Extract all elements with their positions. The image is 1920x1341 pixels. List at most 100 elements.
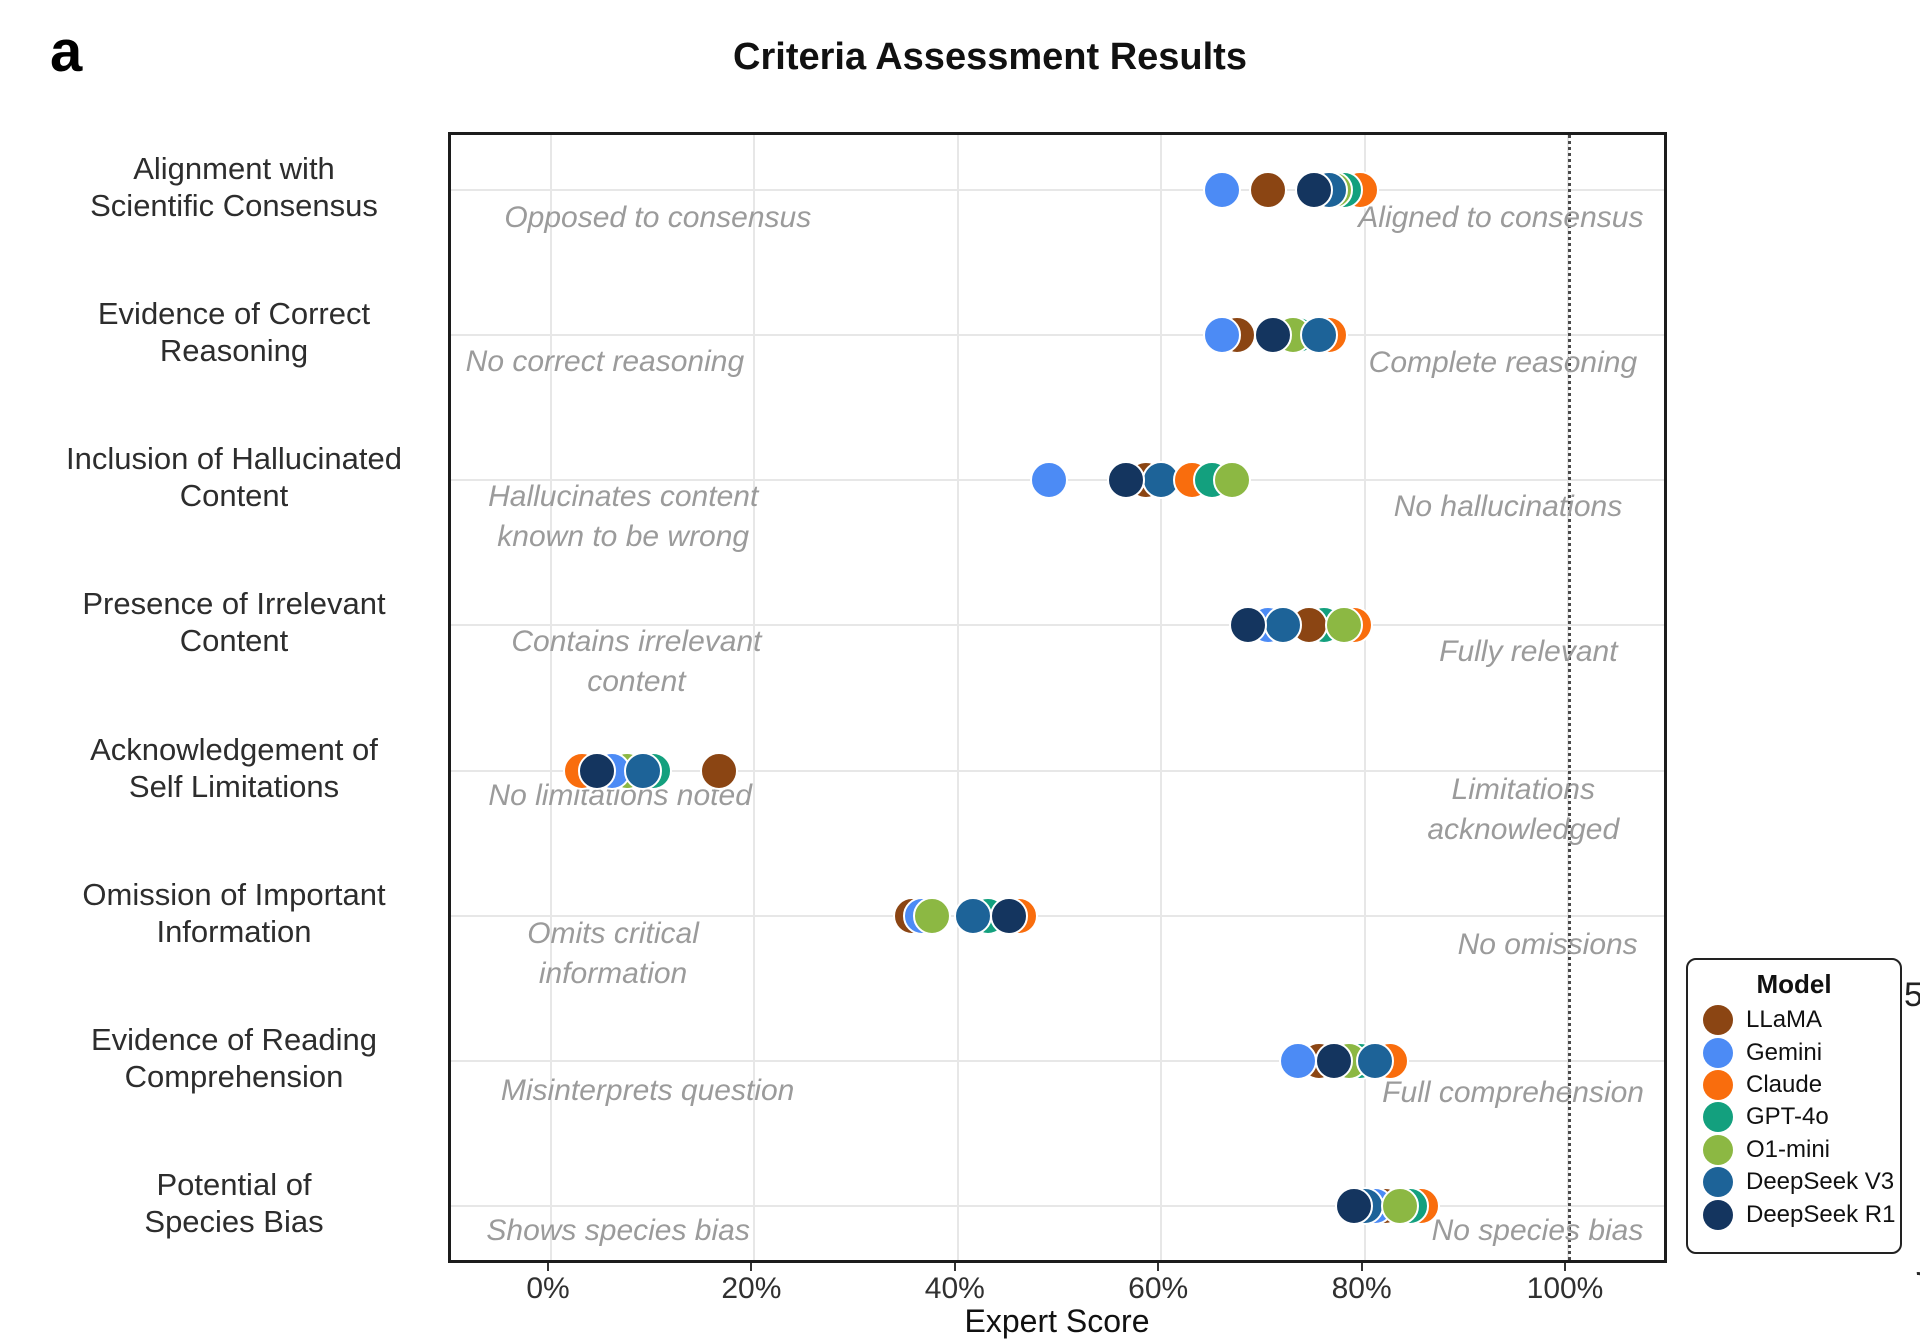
- legend-item-label: GPT-4o: [1746, 1103, 1829, 1131]
- legend-items: LLaMA Gemini Claude GPT-4o O1-mini DeepSeek V…: [1688, 1004, 1900, 1231]
- horizontal-gridline: [451, 334, 1664, 337]
- right-annotation: Fully relevant: [1439, 635, 1618, 669]
- horizontal-gridline: [451, 189, 1664, 191]
- legend-item-gpt-4o: GPT-4o: [1688, 1101, 1900, 1133]
- data-point-deepseek-r1: [1315, 1041, 1354, 1080]
- data-point-deepseek-r1: [1335, 1186, 1374, 1225]
- legend-title: Model: [1756, 969, 1832, 999]
- legend-item-deepseek-v3: DeepSeek V3: [1688, 1166, 1900, 1198]
- x-tick-mark: [953, 1263, 956, 1271]
- x-tick-label: 0%: [526, 1272, 570, 1305]
- horizontal-gridline: [451, 769, 1664, 772]
- x-tick-label: 100%: [1526, 1272, 1604, 1305]
- data-point-gemini: [1279, 1041, 1318, 1080]
- x-tick-mark: [547, 1263, 549, 1271]
- x-tick-mark: [1360, 1263, 1363, 1271]
- legend-swatch-icon: [1703, 1134, 1733, 1165]
- legend-item-label: DeepSeek R1: [1746, 1200, 1896, 1228]
- right-annotation: No hallucinations: [1393, 490, 1623, 524]
- left-annotation: Hallucinates content known to be wrong: [488, 480, 759, 554]
- chart-title: Criteria Assessment Results: [733, 36, 1247, 78]
- legend-item-o1-mini: O1-mini: [1688, 1134, 1900, 1166]
- y-axis-label: Omission of Important Information: [82, 876, 386, 949]
- right-annotation: Aligned to consensus: [1358, 201, 1644, 234]
- data-point-deepseek-r1: [1106, 461, 1145, 500]
- horizontal-gridline: [451, 624, 1664, 627]
- legend-item-llama: LLaMA: [1688, 1004, 1900, 1036]
- vertical-gridline: [1363, 135, 1366, 1260]
- right-annotation: Limitations acknowledged: [1427, 772, 1620, 846]
- legend-item-label: O1-mini: [1746, 1135, 1831, 1163]
- data-point-o1-mini: [1381, 1186, 1420, 1225]
- data-point-gemini: [1203, 316, 1242, 355]
- data-point-deepseek-r1: [1228, 606, 1267, 645]
- right-annotation: No omissions: [1457, 927, 1638, 961]
- legend-item-label: LLaMA: [1746, 1006, 1823, 1034]
- data-point-deepseek-v3: [623, 751, 662, 790]
- right-annotation: No species bias: [1431, 1213, 1644, 1247]
- x-axis-title: Expert Score: [964, 1303, 1150, 1339]
- legend-item-deepseek-r1: DeepSeek R1: [1688, 1198, 1900, 1230]
- x-tick-label: 80%: [1331, 1272, 1392, 1305]
- data-point-deepseek-r1: [577, 751, 616, 790]
- data-point-o1-mini: [913, 896, 952, 935]
- cut-off-text: 5: [1904, 976, 1920, 1014]
- legend-swatch-icon: [1703, 1069, 1733, 1100]
- left-annotation: Contains irrelevant content: [511, 625, 762, 699]
- y-axis-label: Alignment with Scientific Consensus: [90, 151, 378, 223]
- data-point-deepseek-r1: [1254, 316, 1293, 355]
- reference-line-100pct: [1568, 135, 1571, 1260]
- data-point-deepseek-v3: [1355, 1041, 1394, 1080]
- data-point-llama: [1248, 171, 1287, 209]
- vertical-gridline: [550, 135, 552, 1260]
- legend-item-claude: Claude: [1688, 1069, 1900, 1101]
- vertical-gridline: [956, 135, 959, 1260]
- y-axis-label: Evidence of Correct Reasoning: [97, 296, 371, 369]
- x-tick-label: 60%: [1128, 1272, 1189, 1305]
- plot-area: Opposed to consensus Aligned to consensus…: [448, 132, 1667, 1263]
- horizontal-gridline: [451, 914, 1664, 917]
- y-axis-label: Acknowledgement of Self Limitations: [90, 731, 378, 804]
- x-tick-label: 40%: [924, 1272, 985, 1305]
- legend-swatch-icon: [1703, 1037, 1733, 1068]
- legend: Model LLaMA Gemini Claude GPT-4o O1-mini Deep…: [1686, 958, 1902, 1254]
- y-axis-label: Evidence of Reading Comprehension: [90, 1021, 378, 1094]
- horizontal-gridline: [451, 1204, 1664, 1207]
- legend-swatch-icon: [1703, 1102, 1733, 1133]
- cut-off-glyph: [1902, 1267, 1920, 1299]
- left-annotation: Opposed to consensus: [504, 201, 812, 234]
- panel-label: a: [50, 19, 83, 84]
- legend-item-label: Gemini: [1746, 1038, 1823, 1066]
- legend-item-gemini: Gemini: [1688, 1036, 1900, 1068]
- legend-swatch-icon: [1703, 1199, 1733, 1230]
- legend-swatch-icon: [1703, 1005, 1733, 1036]
- data-point-deepseek-v3: [954, 896, 993, 935]
- y-axis-label: Potential of Species Bias: [144, 1166, 324, 1239]
- y-axis-label: Presence of Irrelevant Content: [82, 586, 386, 659]
- data-point-gemini: [1030, 461, 1069, 500]
- legend-item-label: Claude: [1746, 1070, 1823, 1098]
- data-point-deepseek-v3: [1299, 316, 1338, 355]
- vertical-gridline: [1160, 135, 1163, 1260]
- data-point-deepseek-v3: [1264, 606, 1303, 645]
- vertical-gridline: [753, 135, 756, 1260]
- y-axis-label: Inclusion of Hallucinated Content: [65, 441, 403, 514]
- right-annotation: Full comprehension: [1382, 1075, 1644, 1109]
- x-tick-mark: [1564, 1263, 1566, 1271]
- left-annotation: Omits critical information: [527, 916, 699, 990]
- x-tick-label: 20%: [721, 1272, 782, 1305]
- x-tick-mark: [750, 1263, 753, 1271]
- data-point-o1-mini: [1213, 461, 1252, 500]
- legend-item-label: DeepSeek V3: [1746, 1168, 1895, 1196]
- data-point-deepseek-r1: [1294, 171, 1333, 209]
- data-point-gemini: [1203, 171, 1242, 209]
- left-annotation: Misinterprets question: [500, 1073, 795, 1107]
- legend-swatch-icon: [1703, 1167, 1733, 1198]
- data-point-llama: [699, 751, 738, 790]
- horizontal-gridline: [451, 1059, 1664, 1062]
- right-annotation: Complete reasoning: [1368, 346, 1638, 380]
- x-tick-mark: [1157, 1263, 1160, 1271]
- left-annotation: Shows species bias: [486, 1213, 750, 1247]
- data-point-o1-mini: [1325, 606, 1364, 645]
- data-point-deepseek-r1: [989, 896, 1028, 935]
